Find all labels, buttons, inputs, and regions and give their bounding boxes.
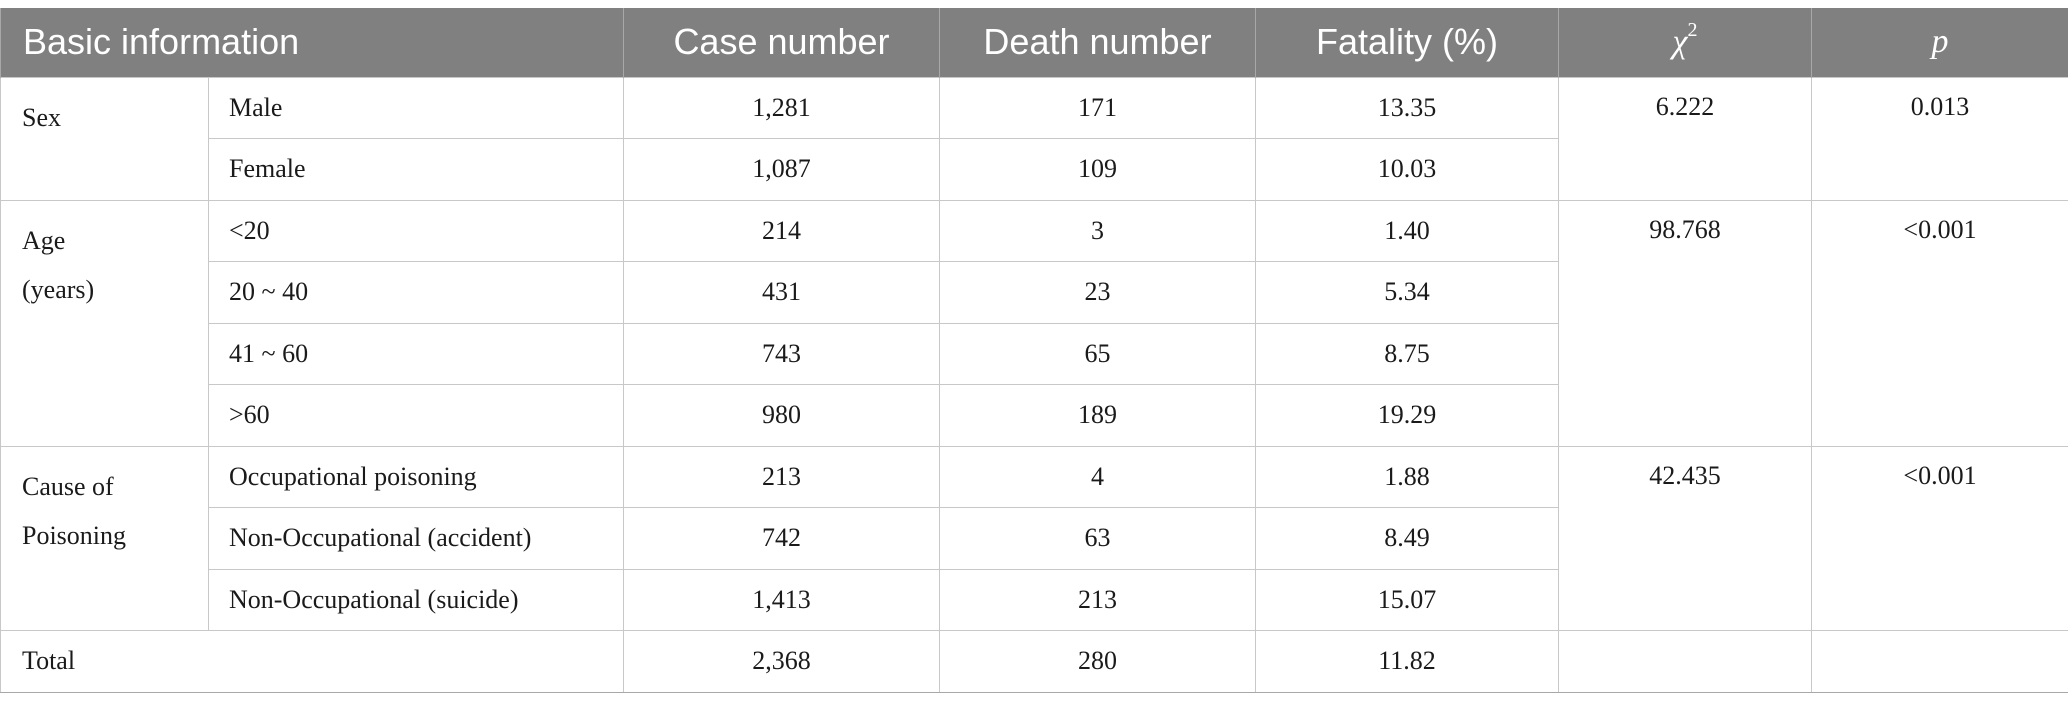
fatality-table: Basic information Case number Death numb…	[0, 8, 2068, 693]
case-number-cell: 980	[623, 384, 940, 447]
table-row: Cause of Poisoning Occupational poisonin…	[0, 445, 2068, 631]
chi-square-cell: 6.222	[1558, 76, 1812, 201]
fatality-cell: 19.29	[1255, 384, 1559, 447]
row-label: Non-Occupational (accident)	[208, 507, 624, 570]
case-number-cell: 213	[623, 445, 940, 508]
death-number-cell: 280	[939, 630, 1256, 693]
case-number-cell: 214	[623, 199, 940, 262]
row-label: Male	[208, 76, 624, 139]
case-number-cell: 1,087	[623, 138, 940, 201]
chi-square-cell: 98.768	[1558, 199, 1812, 447]
death-number-cell: 189	[939, 384, 1256, 447]
fatality-cell: 15.07	[1255, 568, 1559, 631]
chi-symbol: χ	[1672, 23, 1688, 61]
row-label: >60	[208, 384, 624, 447]
death-number-cell: 109	[939, 138, 1256, 201]
death-number-cell: 63	[939, 507, 1256, 570]
death-number-cell: 213	[939, 568, 1256, 631]
table-row: Non-Occupational (suicide) 1,413 213 15.…	[1, 568, 2068, 631]
fatality-cell: 8.49	[1255, 507, 1559, 570]
case-number-cell: 743	[623, 322, 940, 385]
total-row: Total 2,368 280 11.82	[0, 630, 2068, 693]
death-number-cell: 65	[939, 322, 1256, 385]
case-number-cell: 1,413	[623, 568, 940, 631]
row-label: 41 ~ 60	[208, 322, 624, 385]
category-age: Age (years)	[0, 199, 209, 447]
header-p-value: p	[1811, 8, 2068, 77]
category-cause-of-poisoning: Cause of Poisoning	[0, 445, 209, 631]
row-label: Female	[208, 138, 624, 201]
total-label: Total	[0, 630, 624, 693]
header-case-number: Case number	[623, 8, 940, 77]
death-number-cell: 4	[939, 445, 1256, 508]
case-number-cell: 431	[623, 261, 940, 324]
row-label: 20 ~ 40	[208, 261, 624, 324]
death-number-cell: 23	[939, 261, 1256, 324]
p-value-cell: <0.001	[1811, 445, 2068, 631]
fatality-cell: 10.03	[1255, 138, 1559, 201]
fatality-cell: 1.88	[1255, 445, 1559, 508]
row-label: Occupational poisoning	[208, 445, 624, 508]
chi-square-cell: 42.435	[1558, 445, 1812, 631]
row-label: <20	[208, 199, 624, 262]
header-death-number: Death number	[939, 8, 1256, 77]
table-row: Sex Male 1,281 171 13.35 6.222 0.013	[0, 76, 2068, 201]
p-value-cell: 0.013	[1811, 76, 2068, 201]
case-number-cell: 742	[623, 507, 940, 570]
header-fatality: Fatality (%)	[1255, 8, 1559, 77]
row-label: Non-Occupational (suicide)	[208, 568, 624, 631]
header-row: Basic information Case number Death numb…	[0, 8, 2068, 77]
header-chi-square: χ2	[1558, 8, 1812, 77]
fatality-cell: 11.82	[1255, 630, 1559, 693]
table-row: 20 ~ 40 431 23 5.34	[1, 261, 2068, 324]
p-value-cell	[1811, 630, 2068, 693]
p-value-cell: <0.001	[1811, 199, 2068, 447]
table-row: Non-Occupational (accident) 742 63 8.49	[1, 507, 2068, 570]
fatality-cell: 1.40	[1255, 199, 1559, 262]
table-row: 41 ~ 60 743 65 8.75	[1, 322, 2068, 385]
case-number-cell: 2,368	[623, 630, 940, 693]
chi-square-cell	[1558, 630, 1812, 693]
fatality-cell: 5.34	[1255, 261, 1559, 324]
fatality-cell: 13.35	[1255, 76, 1559, 139]
table-row: Age (years) <20 214 3 1.40 98.768 <0.001	[0, 199, 2068, 447]
fatality-cell: 8.75	[1255, 322, 1559, 385]
death-number-cell: 3	[939, 199, 1256, 262]
header-basic-information: Basic information	[0, 8, 624, 77]
death-number-cell: 171	[939, 76, 1256, 139]
case-number-cell: 1,281	[623, 76, 940, 139]
chi-superscript: 2	[1687, 19, 1698, 42]
category-sex: Sex	[0, 76, 209, 201]
table-row: >60 980 189 19.29	[1, 384, 2068, 447]
